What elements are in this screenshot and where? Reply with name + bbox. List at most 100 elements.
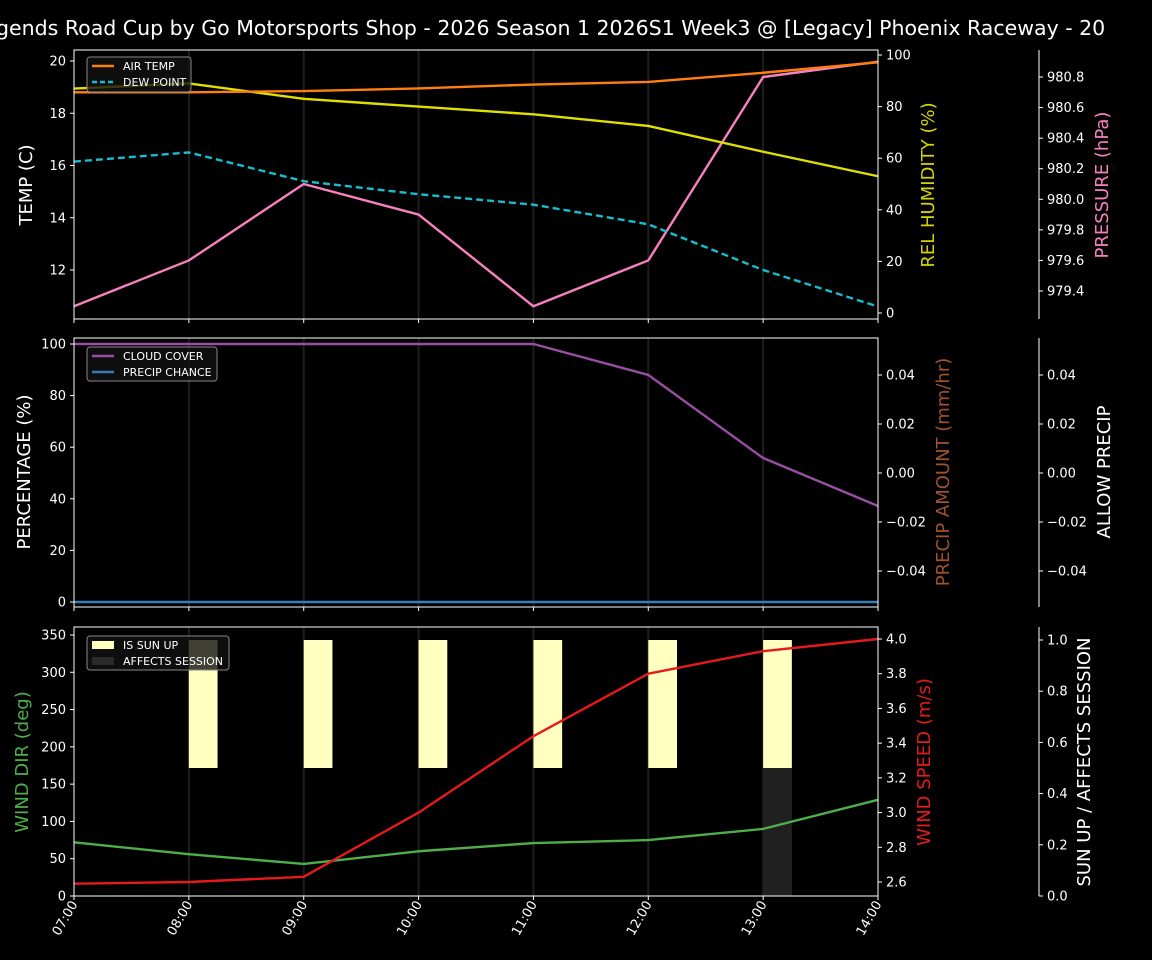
y3-tick-label: 1.0 bbox=[1047, 634, 1068, 649]
y2-tick-label: 60 bbox=[886, 152, 903, 167]
y3-tick-label: 0.02 bbox=[1047, 418, 1076, 433]
y-axis-label: WIND DIR (deg) bbox=[12, 691, 33, 833]
y2-tick-label: −0.04 bbox=[886, 565, 926, 580]
y-axis-label: TEMP (C) bbox=[16, 144, 37, 226]
x-tick-label: 08:00 bbox=[165, 899, 197, 939]
y-tick-label: 12 bbox=[49, 264, 66, 279]
legend-swatch bbox=[92, 657, 114, 665]
y-tick-label: 80 bbox=[49, 389, 66, 404]
y-tick-label: 20 bbox=[49, 544, 66, 559]
air-temp-line bbox=[74, 61, 879, 94]
y-tick-label: 60 bbox=[49, 441, 66, 456]
y3-axis-label: PRESSURE (hPa) bbox=[1092, 112, 1113, 259]
sun-up-bar bbox=[763, 640, 792, 768]
y2-tick-label: 0.00 bbox=[886, 467, 915, 482]
legend-label: AIR TEMP bbox=[123, 60, 175, 73]
y2-axis-label: REL HUMIDITY (%) bbox=[918, 102, 939, 267]
y3-tick-label: 0.6 bbox=[1047, 736, 1068, 751]
y-tick-label: 300 bbox=[41, 666, 66, 681]
y-tick-label: 14 bbox=[49, 211, 66, 226]
y2-tick-label: 4.0 bbox=[886, 633, 907, 648]
y-tick-label: 50 bbox=[49, 852, 66, 867]
legend-swatch bbox=[92, 641, 114, 649]
y2-tick-label: 3.0 bbox=[886, 806, 907, 821]
wind-dir-line bbox=[73, 798, 879, 866]
dew-point-line bbox=[73, 151, 879, 308]
y-tick-label: 250 bbox=[41, 703, 66, 718]
y3-tick-label: 980.8 bbox=[1047, 71, 1084, 86]
y3-tick-label: 979.4 bbox=[1047, 285, 1084, 300]
y3-tick-label: 980.6 bbox=[1047, 101, 1084, 116]
sun-up-bar bbox=[533, 640, 563, 768]
legend-box bbox=[86, 635, 230, 671]
y2-tick-label: 3.8 bbox=[886, 667, 907, 682]
y-tick-label: 18 bbox=[49, 107, 66, 122]
y2-tick-label: 3.6 bbox=[886, 702, 907, 717]
plot-area bbox=[74, 50, 878, 319]
y2-tick-label: 0.04 bbox=[886, 369, 915, 384]
y3-tick-label: −0.04 bbox=[1047, 565, 1087, 580]
y3-tick-label: 979.6 bbox=[1047, 254, 1084, 269]
y-tick-label: 350 bbox=[41, 629, 66, 644]
y2-axis-label: PRECIP AMOUNT (mm/hr) bbox=[933, 358, 954, 587]
y2-tick-label: 20 bbox=[886, 255, 903, 270]
y3-tick-label: 979.8 bbox=[1047, 223, 1084, 238]
y2-tick-label: 3.2 bbox=[886, 771, 907, 786]
series-3-line bbox=[73, 60, 879, 308]
y3-tick-label: 980.2 bbox=[1047, 162, 1084, 177]
y2-tick-label: 0 bbox=[886, 307, 894, 322]
y3-tick-label: −0.02 bbox=[1047, 516, 1087, 531]
y2-tick-label: 100 bbox=[886, 49, 911, 64]
y3-tick-label: 980.4 bbox=[1047, 132, 1084, 147]
legend-label: CLOUD COVER bbox=[123, 350, 204, 363]
y2-tick-label: 80 bbox=[886, 100, 903, 115]
y2-tick-label: 0.02 bbox=[886, 418, 915, 433]
y-tick-label: 16 bbox=[49, 159, 66, 174]
cloud-cover-line bbox=[74, 342, 879, 508]
y2-tick-label: 2.6 bbox=[886, 876, 907, 891]
y2-tick-label: −0.02 bbox=[886, 516, 926, 531]
x-tick-label: 07:00 bbox=[50, 899, 82, 939]
legend-label: AFFECTS SESSION bbox=[123, 655, 223, 668]
y-tick-label: 40 bbox=[49, 492, 66, 507]
legend-label: IS SUN UP bbox=[123, 639, 179, 652]
legend-label: DEW POINT bbox=[123, 76, 187, 89]
wind-speed-line bbox=[73, 637, 879, 885]
legend-box bbox=[86, 346, 218, 382]
y-tick-label: 100 bbox=[41, 815, 66, 830]
chart-title: gends Road Cup by Go Motorsports Shop - … bbox=[0, 16, 1105, 40]
y2-tick-label: 40 bbox=[886, 203, 903, 218]
y3-tick-label: 0.2 bbox=[1047, 838, 1068, 853]
y2-tick-label: 3.4 bbox=[886, 737, 907, 752]
legend-label: PRECIP CHANCE bbox=[123, 366, 212, 379]
sun-up-bar bbox=[303, 640, 333, 768]
y3-tick-label: 0.0 bbox=[1047, 890, 1068, 905]
y3-tick-label: 0.00 bbox=[1047, 467, 1076, 482]
y3-tick-label: 0.04 bbox=[1047, 369, 1076, 384]
x-tick-label: 10:00 bbox=[394, 899, 426, 939]
y3-tick-label: 0.8 bbox=[1047, 685, 1068, 700]
plot-frame bbox=[73, 626, 879, 897]
y3-tick-label: 980.0 bbox=[1047, 193, 1084, 208]
sun-up-bar bbox=[648, 640, 677, 768]
series-2-line bbox=[73, 82, 879, 178]
y2-tick-label: 2.8 bbox=[886, 841, 907, 856]
y3-axis-label: ALLOW PRECIP bbox=[1094, 405, 1115, 538]
y2-axis-label: WIND SPEED (m/s) bbox=[914, 678, 935, 846]
y3-axis-label: SUN UP / AFFECTS SESSION bbox=[1074, 637, 1095, 886]
y-tick-label: 100 bbox=[41, 338, 66, 353]
y-tick-label: 150 bbox=[41, 778, 66, 793]
y-tick-label: 20 bbox=[49, 55, 66, 70]
x-tick-label: 11:00 bbox=[509, 899, 541, 939]
y-axis-label: PERCENTAGE (%) bbox=[14, 394, 35, 549]
affects-session-bar bbox=[763, 768, 792, 896]
x-tick-label: 13:00 bbox=[739, 899, 771, 939]
x-tick-label: 14:00 bbox=[854, 899, 886, 939]
sun-up-bar bbox=[418, 640, 448, 768]
y-tick-label: 0 bbox=[58, 890, 66, 905]
plot-frame bbox=[73, 49, 879, 320]
y-tick-label: 200 bbox=[41, 740, 66, 755]
y-tick-label: 0 bbox=[58, 596, 66, 611]
x-tick-label: 09:00 bbox=[279, 899, 311, 939]
